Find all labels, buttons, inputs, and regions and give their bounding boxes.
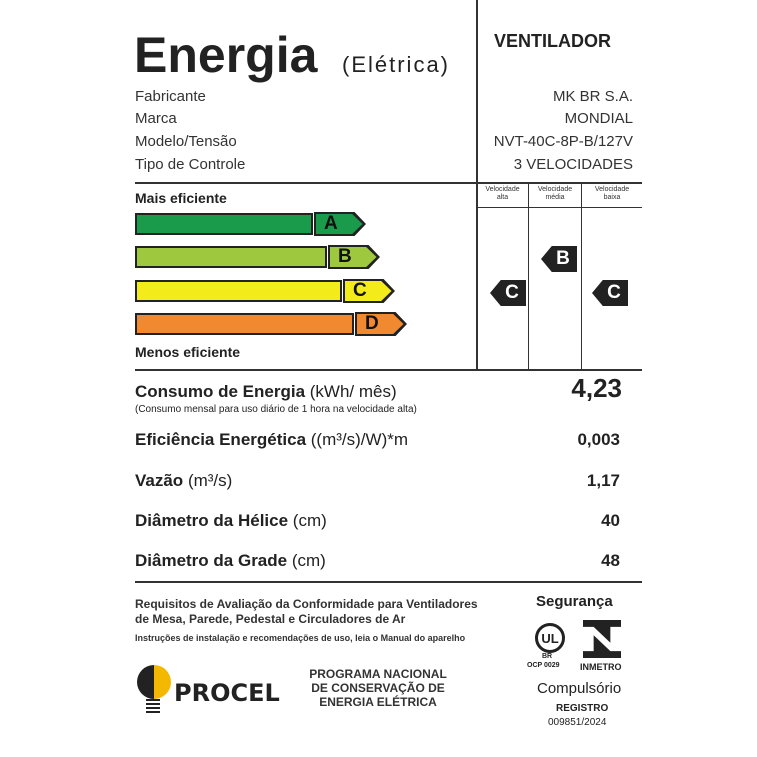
consumo-label: Consumo de Energia (kWh/ mês) (135, 382, 397, 401)
procel-logo-text: PROCEL (174, 679, 280, 707)
class-letter: C (345, 281, 392, 301)
most-efficient-label: Mais eficiente (135, 190, 227, 206)
class-arrow-a: A (314, 212, 366, 236)
procel-bulb-icon (137, 665, 171, 699)
class-letter: D (357, 314, 404, 334)
registro-number: 009851/2024 (548, 717, 607, 728)
vazao-label: Vazão (m³/s) (135, 471, 233, 490)
class-arrow-d: D (355, 312, 407, 336)
inmetro-label: INMETRO (580, 662, 622, 672)
seguranca-label: Segurança (536, 593, 613, 610)
title: Energia (134, 27, 318, 83)
info-label: Marca (135, 110, 177, 127)
class-letter: B (330, 247, 377, 267)
grade-value: 48 (601, 551, 620, 570)
class-arrow-c: C (343, 279, 395, 303)
class-arrow-b: B (328, 245, 380, 269)
info-value: MK BR S.A. (552, 88, 633, 105)
speed-header-high: Velocidade alta (485, 186, 520, 201)
consumo-note: (Consumo mensal para uso diário de 1 hor… (135, 404, 417, 415)
grade-label: Diâmetro da Grade (cm) (135, 551, 326, 570)
speed-header-medium: Velocidade média (537, 186, 573, 201)
info-value: 3 VELOCIDADES (513, 156, 633, 173)
least-efficient-label: Menos eficiente (135, 344, 241, 360)
vertical-divider (476, 0, 478, 370)
procel-bulb-base-icon (146, 699, 160, 713)
divider (135, 369, 642, 371)
consumo-value: 4,23 (571, 373, 622, 403)
speed-header-low: Velocidade baixa (594, 186, 630, 201)
vazao-value: 1,17 (586, 471, 620, 490)
divider (135, 581, 642, 583)
ul-logo-icon: UL (535, 623, 565, 653)
ul-br-label: BR (542, 653, 553, 660)
divider (476, 207, 642, 208)
rating-low: C (592, 280, 628, 306)
info-value: MONDIAL (564, 110, 633, 127)
registro-label: REGISTRO (556, 703, 609, 714)
class-bar-d (135, 313, 354, 335)
program-text: PROGRAMA NACIONAL DE CONSERVAÇÃO DE ENERGI… (309, 667, 447, 709)
rating-high: C (490, 280, 526, 306)
product-type: VENTILADOR (494, 31, 611, 51)
info-label: Fabricante (135, 88, 206, 105)
subtitle: (Elétrica) (342, 52, 451, 77)
divider (581, 184, 582, 370)
info-value: NVT-40C-8P-B/127V (493, 133, 633, 150)
class-bar-a (135, 213, 313, 235)
requirements-text: Requisitos de Avaliação da Conformidade … (135, 597, 478, 626)
eficiencia-label: Eficiência Energética ((m³/s)/W)*m (135, 430, 409, 449)
info-label: Modelo/Tensão (135, 133, 237, 150)
info-label: Tipo de Controle (135, 156, 246, 173)
class-bar-b (135, 246, 327, 268)
compulsorio-label: Compulsório (537, 680, 622, 697)
eficiencia-value: 0,003 (577, 430, 620, 449)
class-bar-c (135, 280, 342, 302)
ocp-label: OCP 0029 (527, 662, 560, 669)
helice-label: Diâmetro da Hélice (cm) (135, 511, 327, 530)
helice-value: 40 (601, 511, 620, 530)
divider (135, 182, 642, 184)
inmetro-logo-icon (583, 620, 621, 658)
class-letter: A (316, 214, 363, 234)
divider (528, 184, 529, 370)
instructions-text: Instruções de instalação e recomendações… (135, 633, 466, 643)
rating-medium: B (541, 246, 577, 272)
